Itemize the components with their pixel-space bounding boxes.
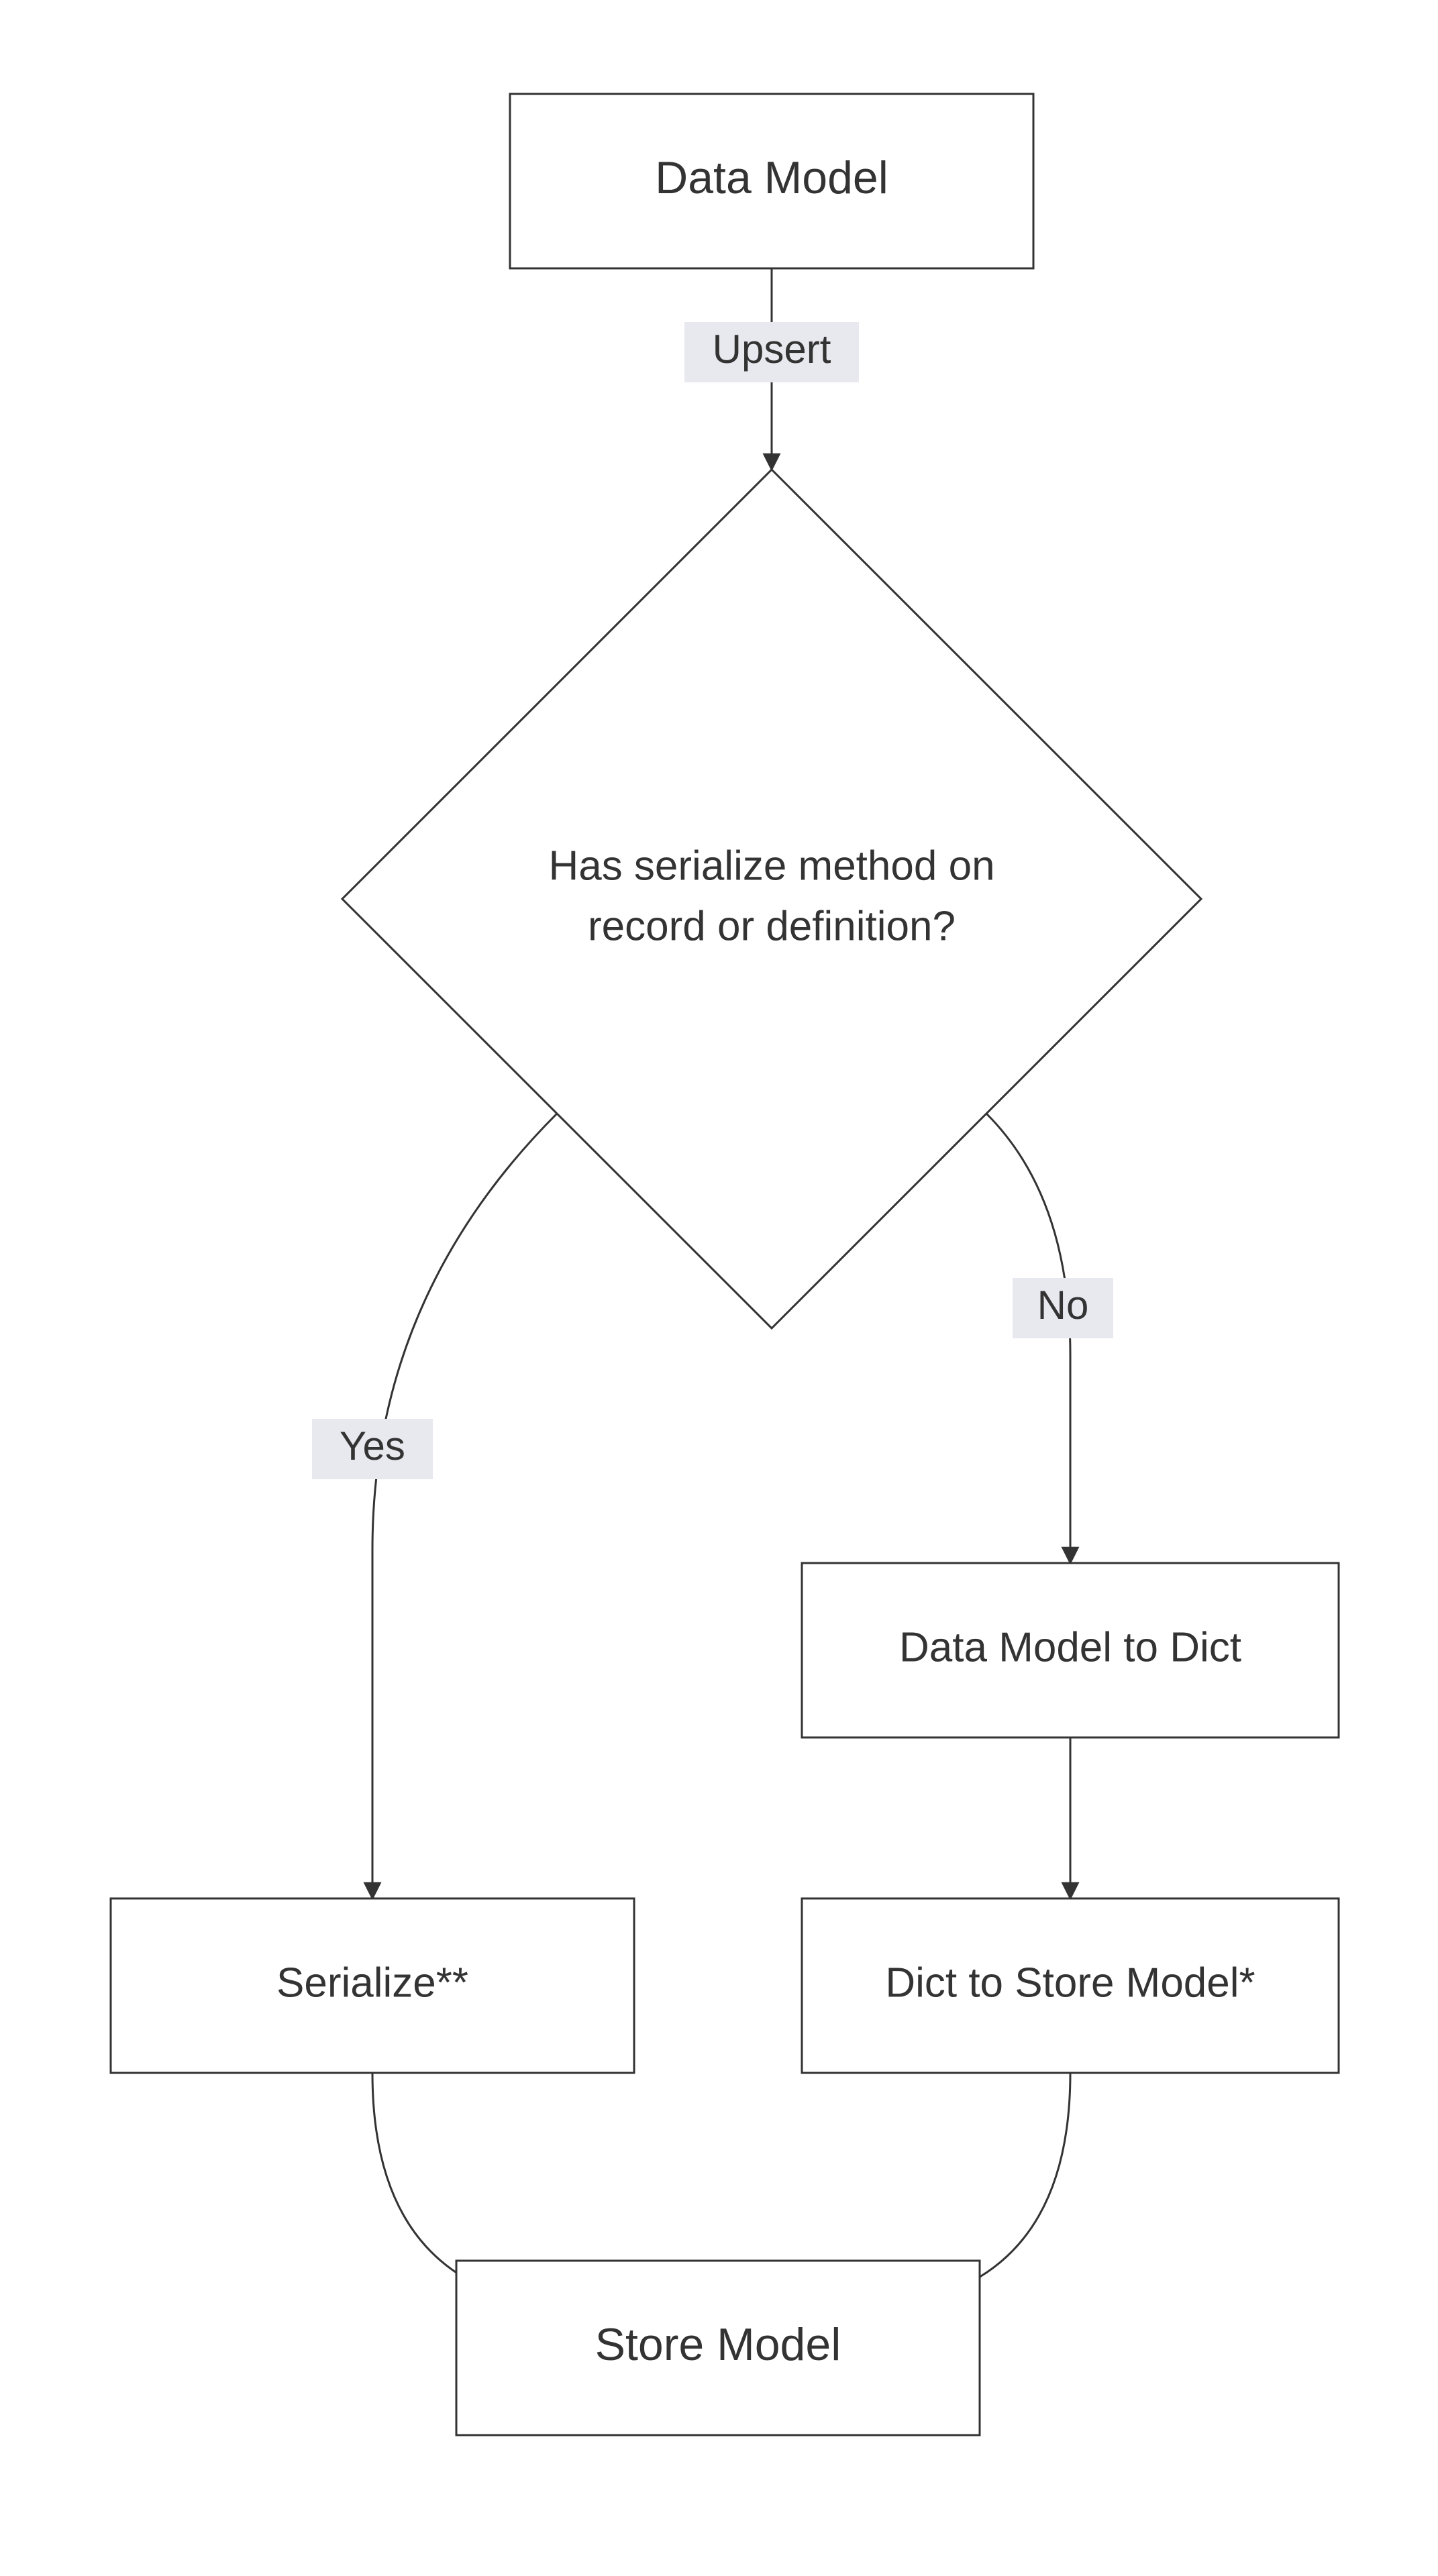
node-label-data_model_to_dict: Data Model to Dict bbox=[899, 1624, 1241, 1670]
node-label-decision-line1: record or definition? bbox=[588, 903, 956, 949]
edge-e_yes bbox=[372, 1114, 557, 1898]
node-label-serialize: Serialize** bbox=[276, 1960, 468, 2006]
node-label-dict_to_store: Dict to Store Model* bbox=[885, 1960, 1255, 2006]
node-label-store_model: Store Model bbox=[595, 2319, 841, 2370]
nodes-layer: Data Model Has serialize method on record … bbox=[111, 94, 1339, 2435]
node-decision bbox=[342, 470, 1201, 1328]
edge-label-e_yes: Yes bbox=[340, 1424, 405, 1468]
edge-label-e_upsert: Upsert bbox=[713, 327, 831, 372]
edge-label-e_no: No bbox=[1037, 1283, 1089, 1328]
node-label-data_model: Data Model bbox=[655, 152, 888, 203]
node-label-decision-line0: Has serialize method on bbox=[548, 843, 994, 889]
flowchart-svg: Upsert Yes No Data Model Has serialize metho… bbox=[0, 0, 1438, 2576]
